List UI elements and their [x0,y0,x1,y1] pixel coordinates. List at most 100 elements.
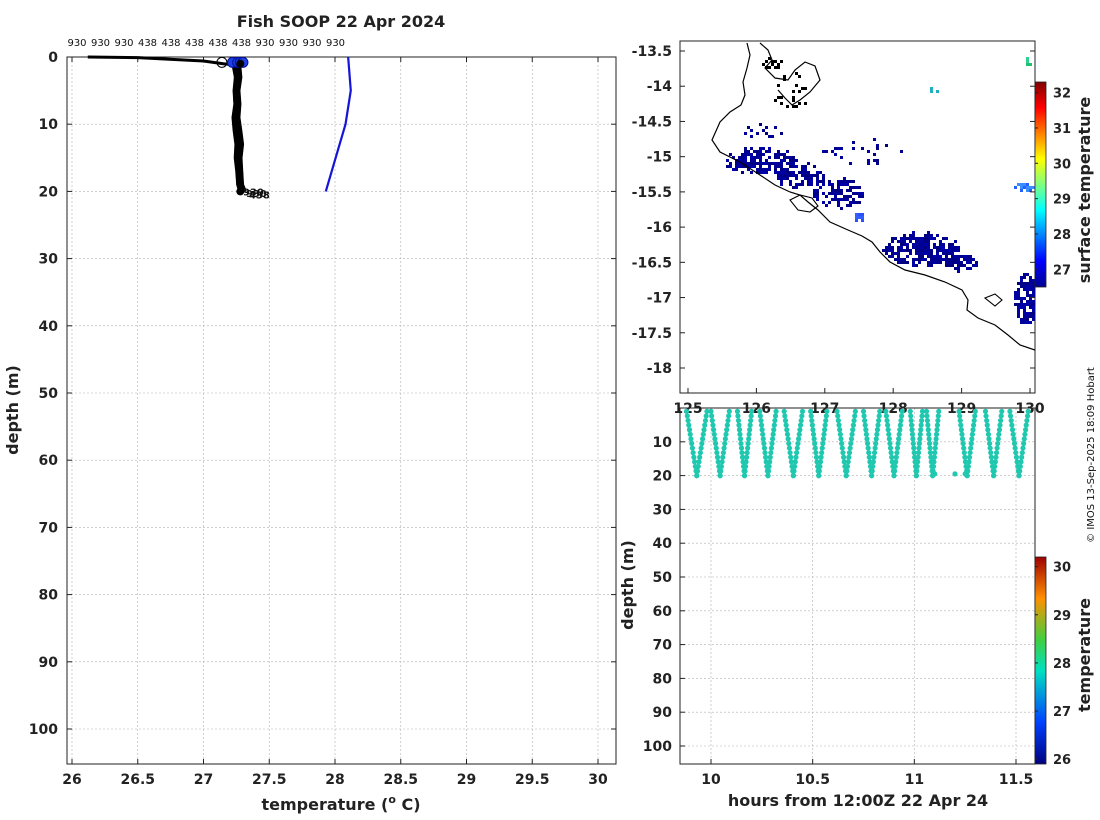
data-point [697,450,703,456]
map-pixel [954,246,957,249]
map-pixel [945,255,948,258]
data-point [885,422,891,428]
map-pixel [930,249,933,252]
data-point [993,454,999,460]
data-point [910,440,916,447]
data-point [709,413,715,419]
data-point [913,468,919,474]
map-pixel [834,147,837,150]
map-pixel [954,240,957,243]
map-pixel [900,240,903,243]
map-colorbar-label: surface temperature [1075,97,1094,284]
map-tick-label-y: -15.5 [632,185,672,201]
map-pixel [816,198,819,201]
data-point [760,436,766,442]
data-point [719,459,725,465]
map-pixel [747,153,750,156]
map-pixel [837,186,840,189]
data-point [952,471,958,477]
map-pixel [1017,312,1020,315]
data-point [757,408,763,414]
data-point [866,454,872,460]
map-pixel [792,105,795,108]
data-point [716,468,723,474]
data-point [711,427,717,433]
map-pixel [966,258,969,261]
map-pixel [972,258,975,261]
data-point [1020,445,1026,451]
map-pixel [924,240,927,243]
data-point [763,459,769,465]
data-point [919,408,926,414]
top-id-label: 438 [185,38,204,49]
tick-label-y: 20 [39,184,59,200]
map-pixel [900,246,903,249]
map-pixel [852,147,855,150]
data-point [874,427,881,433]
data-point [961,450,967,456]
top-id-label: 438 [138,38,157,49]
map-pixel [957,249,960,252]
map-pixel [891,249,894,252]
data-point [933,431,940,437]
map-pixel [1020,186,1023,189]
data-point [996,427,1003,433]
map-pixel [795,105,798,108]
end-label: 438 [249,190,270,201]
data-point [886,431,892,437]
map-pixel [1026,60,1029,63]
map-pixel [918,243,921,246]
map-pixel [951,246,954,249]
map-pixel [828,180,831,183]
map-pixel [957,264,960,267]
map-pixel [915,252,918,255]
map-pixel [807,171,810,174]
data-point [701,427,707,433]
map-pixel [930,264,933,267]
data-point [734,408,741,414]
data-point [896,436,902,442]
map-pixel [948,243,951,246]
map-pixel [957,246,960,249]
map-pixel [726,159,729,162]
map-pixel [1020,285,1023,288]
data-point [986,440,993,447]
map-tick-label-y: -16 [647,220,672,236]
map-pixel [843,177,846,180]
data-point [926,440,933,447]
map-pixel [777,96,780,99]
map-pixel [819,171,822,174]
map-pixel [777,150,780,153]
br-tick-label-y: 100 [643,739,672,755]
top-id-label: 438 [232,38,251,49]
data-point [909,427,915,433]
data-point [816,473,822,479]
data-point [837,431,843,437]
map-pixel [795,84,798,87]
data-point [959,431,965,437]
map-pixel [885,246,888,249]
data-point [798,417,804,424]
map-pixel [771,60,774,63]
data-point [968,445,974,451]
data-point [908,422,915,428]
map-pixel [1023,303,1026,306]
map-pixel [768,57,771,60]
data-point [912,463,919,470]
map-pixel [927,261,930,264]
map-pixel [840,189,843,192]
data-point [758,417,764,424]
data-point [839,445,845,451]
data-point [843,473,849,479]
map-pixel [861,192,864,195]
data-point [956,408,962,414]
map-pixel [768,135,771,138]
data-point [772,417,778,424]
data-point [700,431,706,437]
island-2 [983,293,1003,307]
data-point [1010,431,1016,437]
data-point [897,427,903,433]
data-point [972,413,978,419]
map-pixel [783,153,786,156]
map-pixel [1026,189,1029,192]
